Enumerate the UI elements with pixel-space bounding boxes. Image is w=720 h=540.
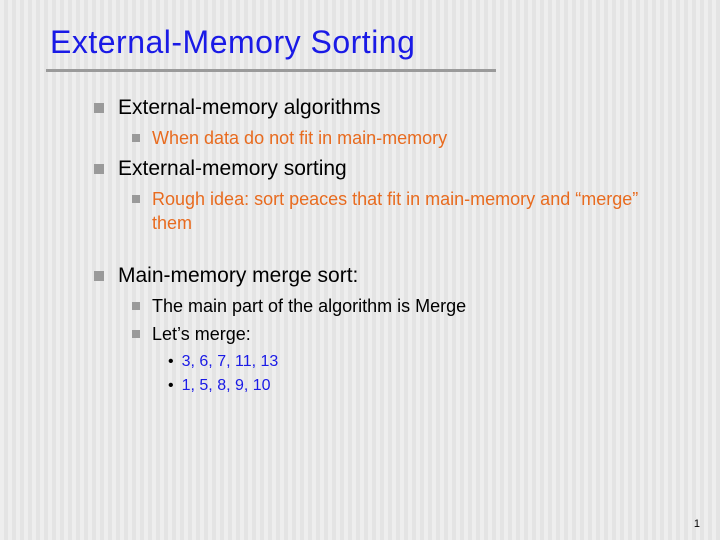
square-bullet-icon [132, 330, 140, 338]
slide-content: External-memory algorithms When data do … [50, 94, 670, 397]
spacer [94, 240, 670, 262]
slide-title: External-Memory Sorting [50, 24, 670, 61]
square-bullet-icon [94, 271, 104, 281]
bullet-text: The main part of the algorithm is Merge [152, 294, 466, 318]
page-number: 1 [694, 518, 700, 530]
slide-container: External-Memory Sorting External-memory … [0, 0, 720, 420]
bullet-level-2: Let’s merge: [132, 322, 670, 346]
bullet-text: Main-memory merge sort: [118, 262, 358, 290]
title-underline [46, 69, 496, 72]
bullet-level-3: • 1, 5, 8, 9, 10 [168, 375, 670, 397]
square-bullet-icon [94, 164, 104, 174]
bullet-level-1: External-memory algorithms [94, 94, 670, 122]
bullet-level-3: • 3, 6, 7, 11, 13 [168, 351, 670, 373]
bullet-text: External-memory algorithms [118, 94, 381, 122]
square-bullet-icon [94, 103, 104, 113]
bullet-level-2: When data do not fit in main-memory [132, 126, 670, 150]
square-bullet-icon [132, 195, 140, 203]
bullet-level-2: The main part of the algorithm is Merge [132, 294, 670, 318]
bullet-text: Rough idea: sort peaces that fit in main… [152, 187, 670, 236]
square-bullet-icon [132, 302, 140, 310]
bullet-text: External-memory sorting [118, 155, 347, 183]
bullet-level-2: Rough idea: sort peaces that fit in main… [132, 187, 670, 236]
square-bullet-icon [132, 134, 140, 142]
bullet-level-1: Main-memory merge sort: [94, 262, 670, 290]
dot-bullet-icon: • [168, 375, 174, 397]
bullet-level-1: External-memory sorting [94, 155, 670, 183]
bullet-text: 1, 5, 8, 9, 10 [182, 375, 271, 397]
dot-bullet-icon: • [168, 351, 174, 373]
bullet-text: 3, 6, 7, 11, 13 [182, 351, 279, 373]
bullet-text: Let’s merge: [152, 322, 251, 346]
bullet-text: When data do not fit in main-memory [152, 126, 447, 150]
